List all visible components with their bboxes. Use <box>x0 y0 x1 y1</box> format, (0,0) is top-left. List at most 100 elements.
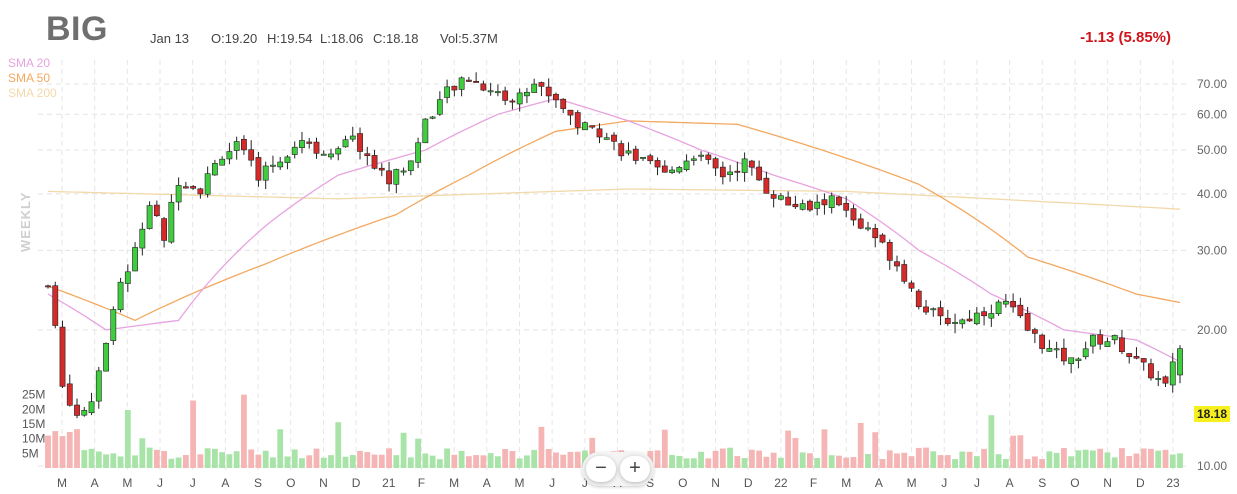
time-tick-label: S <box>254 476 262 490</box>
volume-bar <box>1126 455 1133 468</box>
candle-body <box>843 202 850 211</box>
volume-bar <box>161 451 168 468</box>
price-tick-label: 60.00 <box>1197 107 1227 121</box>
volume-bar <box>1017 435 1024 468</box>
volume-bar <box>175 457 182 468</box>
candle-body <box>777 195 784 200</box>
volume-bar <box>473 455 480 468</box>
volume-bar <box>1133 453 1140 468</box>
candle-body <box>211 163 218 176</box>
candle-body <box>378 167 385 171</box>
volume-bar <box>400 432 407 468</box>
volume-bar <box>814 458 821 468</box>
candle-body <box>792 203 799 208</box>
volume-bar <box>509 451 516 468</box>
candle-body <box>814 201 821 209</box>
volume-bar <box>683 458 690 468</box>
candle-body <box>132 247 138 272</box>
candle-body <box>175 185 182 203</box>
volume-bar <box>153 449 160 468</box>
candle-body <box>756 166 763 181</box>
volume-bar <box>182 455 189 468</box>
candle-body <box>59 326 66 387</box>
volume-bar <box>937 455 944 468</box>
candle-body <box>857 218 864 229</box>
volume-bar <box>1155 450 1162 468</box>
candle-body <box>821 199 828 206</box>
sma-20-path <box>47 97 1181 363</box>
sma-50-line <box>47 120 1181 322</box>
volume-bar <box>132 455 138 468</box>
candle-body <box>349 135 356 140</box>
volume-bar <box>139 438 146 468</box>
volume-bar <box>1046 451 1053 468</box>
volume-bar <box>502 449 509 468</box>
candle-body <box>1017 304 1024 317</box>
time-tick-label: 21 <box>382 476 396 490</box>
zoom-in-button[interactable]: + <box>620 456 650 482</box>
price-tick-label: 70.00 <box>1197 77 1227 91</box>
volume-bar <box>291 449 298 468</box>
candle-body <box>480 83 487 91</box>
candle-body <box>944 317 951 324</box>
candle-body <box>146 205 153 229</box>
candle-body <box>654 160 661 168</box>
candle-body <box>647 155 654 162</box>
candle-body <box>451 85 458 91</box>
candle-body <box>400 170 407 173</box>
candle-body <box>182 186 189 189</box>
volume-tick-label: 15M <box>22 417 45 431</box>
time-tick-label: D <box>1136 476 1145 490</box>
candle-body <box>74 404 80 416</box>
candle-body <box>161 218 168 241</box>
volume-bar <box>480 455 487 468</box>
time-tick-label: O <box>1070 476 1079 490</box>
volume-bar <box>226 454 233 468</box>
volume-tick-label: 20M <box>22 402 45 416</box>
candle-body <box>190 186 197 189</box>
candle-body <box>168 201 175 243</box>
volume-bar <box>407 457 414 468</box>
candle-body <box>255 157 262 181</box>
volume-bar <box>560 454 567 468</box>
candle-body <box>465 79 472 82</box>
sma-200-path <box>47 188 1181 210</box>
time-tick-label: M <box>514 476 524 490</box>
volume-bar <box>1053 452 1060 468</box>
volume-bar <box>277 429 284 468</box>
volume-bar <box>241 394 247 468</box>
volume-bar <box>95 451 102 468</box>
time-tick-label: M <box>907 476 917 490</box>
time-tick-label: O <box>286 476 295 490</box>
legend-sma-50: SMA 50 <box>8 71 51 85</box>
candle-body <box>959 319 966 325</box>
candle-body <box>596 128 603 138</box>
candle-body <box>531 83 538 93</box>
volume-bar <box>567 451 574 468</box>
volume-bar <box>821 429 828 468</box>
candle-body <box>1090 334 1096 347</box>
candle-body <box>894 261 900 267</box>
candle-body <box>197 188 204 195</box>
candle-body <box>538 82 545 87</box>
volume-bar <box>81 450 88 468</box>
zoom-out-button[interactable]: − <box>586 456 616 482</box>
volume-bar <box>1010 435 1017 468</box>
candle-body <box>393 169 400 185</box>
candle-body <box>923 306 929 313</box>
price-tick-label: 10.00 <box>1197 459 1227 473</box>
price-axis: 70.00 60.00 50.00 40.00 30.00 20.00 10.00 <box>1197 77 1227 473</box>
volume-bar <box>204 448 211 468</box>
volume-bar <box>872 432 879 468</box>
candle-body <box>807 200 813 211</box>
volume-bar <box>785 430 792 468</box>
volume-bar <box>386 448 392 468</box>
volume-bar <box>255 454 262 468</box>
volume-bar <box>458 450 465 468</box>
volume-bar <box>124 410 131 468</box>
volume-tick-label: 25M <box>22 388 45 402</box>
volume-bar <box>190 400 197 468</box>
volume-bar <box>364 452 371 468</box>
candle-body <box>1068 357 1075 365</box>
